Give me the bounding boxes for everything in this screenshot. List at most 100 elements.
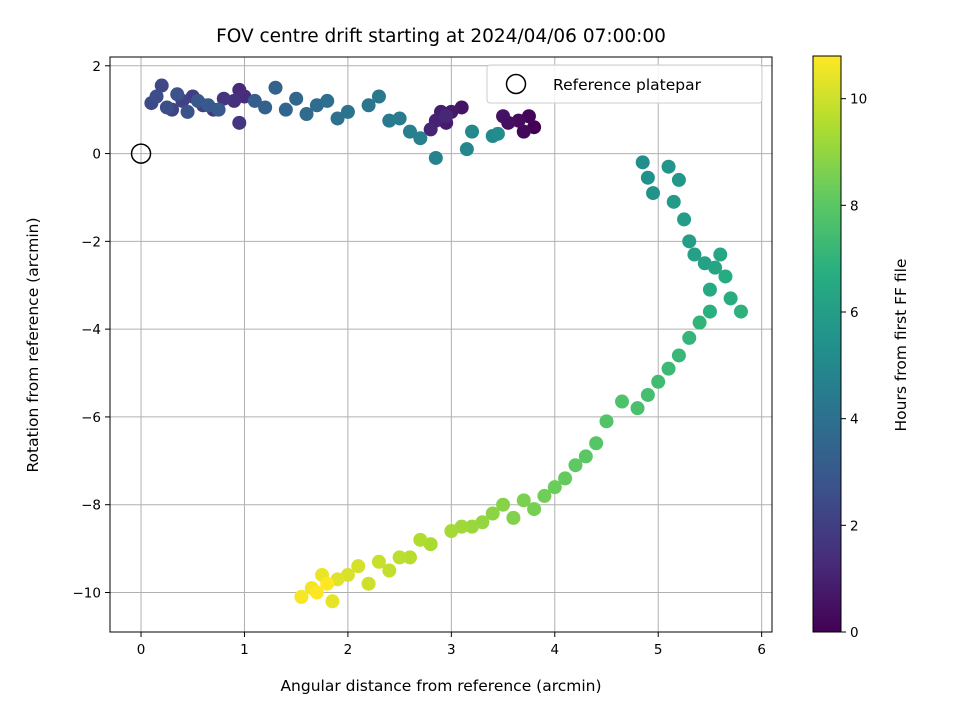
data-point	[361, 576, 376, 591]
data-point	[723, 291, 738, 306]
data-point	[682, 234, 697, 249]
colorbar-ticks: 0 2 4 6 8 10	[841, 92, 867, 641]
data-point	[382, 563, 397, 578]
data-point	[428, 150, 443, 165]
legend-box	[486, 64, 763, 104]
y-tick-label: −2	[81, 234, 101, 250]
data-point	[278, 102, 293, 117]
y-axis-ticks: −10 −8 −6 −4 −2 0 2	[73, 59, 110, 601]
y-tick-label: 0	[92, 147, 101, 163]
data-point	[413, 131, 428, 146]
data-point	[320, 576, 335, 591]
x-tick-label: 3	[447, 642, 456, 658]
data-point	[490, 126, 505, 141]
data-point	[351, 559, 366, 574]
data-point	[630, 401, 645, 416]
y-axis-label: Rotation from reference (arcmin)	[24, 217, 42, 472]
data-point	[289, 91, 304, 106]
data-point	[247, 93, 262, 108]
y-tick-label: −10	[73, 585, 102, 601]
x-axis-ticks: 0 1 2 3 4 5 6	[137, 632, 766, 658]
data-point	[527, 502, 542, 517]
data-point	[578, 449, 593, 464]
x-tick-label: 2	[344, 642, 353, 658]
data-point	[708, 260, 723, 275]
data-point	[558, 471, 573, 486]
y-tick-label: −8	[81, 498, 101, 514]
colorbar-gradient	[812, 55, 842, 633]
data-point	[677, 212, 692, 227]
data-point	[392, 111, 407, 126]
data-point	[371, 89, 386, 104]
data-point	[340, 104, 355, 119]
data-point	[537, 488, 552, 503]
data-point	[640, 170, 655, 185]
data-point	[309, 585, 324, 600]
reference-marker-group	[130, 143, 152, 164]
colorbar-tick-label: 4	[850, 412, 859, 428]
data-point	[547, 480, 562, 495]
data-point	[692, 315, 707, 330]
data-point	[635, 155, 650, 170]
data-point	[465, 519, 480, 534]
data-point	[599, 414, 614, 429]
grid-lines	[110, 57, 772, 632]
data-point	[615, 394, 630, 409]
data-point	[671, 348, 686, 363]
data-point	[516, 124, 531, 139]
x-tick-label: 5	[654, 642, 663, 658]
x-tick-label: 4	[550, 642, 559, 658]
data-point	[216, 91, 231, 106]
data-point	[687, 247, 702, 262]
data-point	[294, 589, 309, 604]
data-point	[402, 550, 417, 565]
reference-point-marker	[130, 143, 152, 164]
colorbar-tick-label: 6	[850, 305, 859, 321]
data-point	[299, 107, 314, 122]
data-point	[661, 159, 676, 174]
plot-frame	[109, 56, 773, 633]
y-tick-label: −4	[81, 322, 101, 338]
data-point	[459, 142, 474, 157]
data-point	[444, 524, 459, 539]
data-point	[268, 80, 283, 95]
data-point	[159, 100, 174, 115]
x-axis-label: Angular distance from reference (arcmin)	[280, 677, 601, 695]
data-point	[325, 594, 340, 609]
data-point	[506, 510, 521, 525]
data-point	[661, 361, 676, 376]
data-point	[320, 93, 335, 108]
data-point	[154, 78, 169, 93]
data-point	[496, 497, 511, 512]
data-point	[423, 122, 438, 137]
data-point	[682, 330, 697, 345]
data-point	[671, 172, 686, 187]
legend-marker-icon	[505, 73, 527, 95]
colorbar-tick-label: 2	[850, 518, 859, 534]
data-point	[211, 102, 226, 117]
data-points	[144, 78, 748, 609]
y-tick-label: −6	[81, 410, 101, 426]
data-point	[413, 532, 428, 547]
data-point	[651, 374, 666, 389]
data-point	[439, 109, 454, 124]
colorbar-tick-label: 8	[850, 198, 859, 214]
data-point	[330, 111, 345, 126]
data-point	[568, 458, 583, 473]
data-point	[392, 550, 407, 565]
data-point	[496, 109, 511, 124]
x-tick-label: 6	[757, 642, 766, 658]
data-point	[713, 247, 728, 262]
data-point	[170, 87, 185, 102]
data-point	[232, 115, 247, 130]
chart-title: FOV centre drift starting at 2024/04/06 …	[216, 26, 666, 47]
data-point	[361, 98, 376, 113]
data-point	[702, 304, 717, 319]
data-point	[402, 124, 417, 139]
data-point	[149, 89, 164, 104]
y-tick-label: 2	[92, 59, 101, 75]
data-point	[516, 493, 531, 508]
data-point	[666, 194, 681, 209]
data-point	[589, 436, 604, 451]
